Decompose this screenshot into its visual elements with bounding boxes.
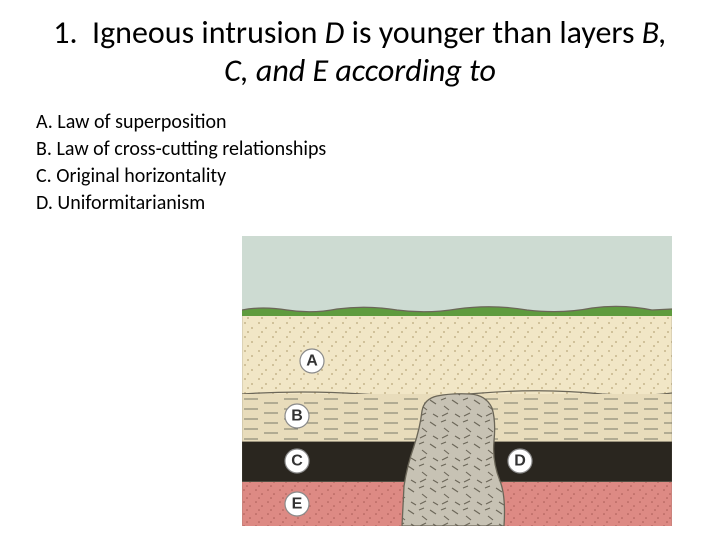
- q-number: 1.: [53, 13, 77, 52]
- question-title: 1. Igneous intrusion D is younger than l…: [0, 0, 720, 99]
- q-term-d: D: [325, 13, 345, 52]
- svg-text:C: C: [291, 453, 303, 470]
- label-a: A: [300, 349, 324, 373]
- geology-diagram: A B C D E: [242, 236, 672, 526]
- label-e: E: [285, 492, 309, 516]
- q-mid: is younger than layers: [344, 13, 641, 52]
- label-c: C: [285, 449, 309, 473]
- q-prefix: Igneous intrusion: [92, 13, 325, 52]
- option-a: A. Law of superposition: [36, 109, 720, 136]
- svg-text:B: B: [291, 408, 303, 425]
- sky: [242, 236, 672, 316]
- label-d: D: [508, 449, 532, 473]
- label-b: B: [285, 404, 309, 428]
- answer-options: A. Law of superposition B. Law of cross-…: [0, 99, 720, 217]
- svg-text:D: D: [514, 453, 526, 470]
- option-d: D. Uniformitarianism: [36, 190, 720, 217]
- option-c: C. Original horizontality: [36, 163, 720, 190]
- svg-text:A: A: [306, 353, 318, 370]
- svg-text:E: E: [292, 496, 303, 513]
- option-b: B. Law of cross-cutting relationships: [36, 136, 720, 163]
